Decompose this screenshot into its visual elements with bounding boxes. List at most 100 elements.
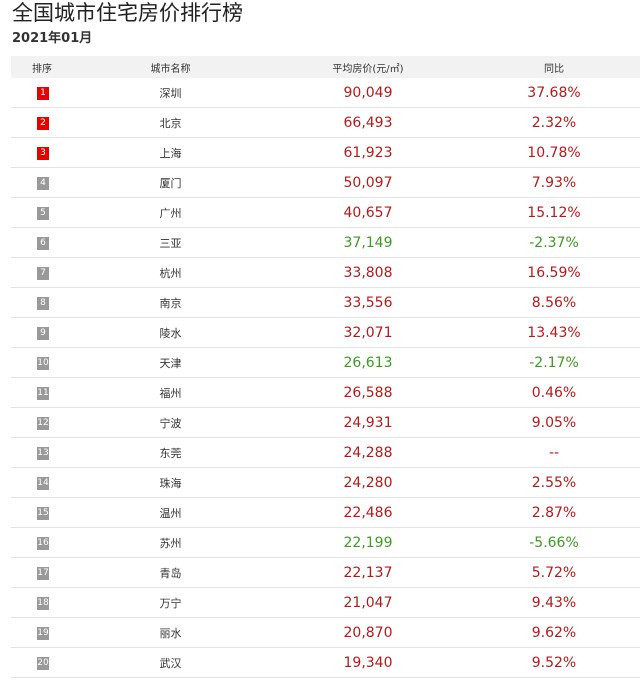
table-row: 3 上海 61,923 10.78% [11, 137, 640, 168]
rank-badge: 12 [37, 417, 49, 430]
yoy-change: 15.12% [468, 197, 640, 228]
table-row: 7 杭州 33,808 16.59% [11, 257, 640, 288]
ranking-table: 排序 城市名称 平均房价(元/㎡) 同比 1 深圳 90,049 37.68% 2 北京 6… [11, 56, 640, 678]
rank-badge: 10 [37, 357, 49, 370]
average-price: 22,199 [268, 527, 468, 558]
yoy-change: -- [468, 437, 640, 468]
rank-cell: 18 [11, 587, 73, 618]
rank-cell: 4 [11, 167, 73, 198]
page-title: 全国城市住宅房价排行榜 [12, 1, 243, 25]
table-row: 13 东莞 24,288 -- [11, 437, 640, 468]
table-row: 12 宁波 24,931 9.05% [11, 407, 640, 438]
rank-badge: 19 [37, 627, 49, 640]
table-row: 6 三亚 37,149 -2.37% [11, 227, 640, 258]
rank-cell: 19 [11, 617, 73, 648]
header-city: 城市名称 [73, 56, 268, 78]
yoy-change: 9.52% [468, 647, 640, 678]
header-change: 同比 [468, 56, 640, 78]
rank-cell: 7 [11, 257, 73, 288]
rank-cell: 13 [11, 437, 73, 468]
city-name: 万宁 [73, 587, 268, 618]
yoy-change: 2.32% [468, 107, 640, 138]
rank-badge: 20 [37, 657, 49, 670]
rank-badge: 4 [37, 177, 49, 190]
average-price: 90,049 [268, 78, 468, 108]
average-price: 50,097 [268, 167, 468, 198]
rank-cell: 2 [11, 107, 73, 138]
rank-cell: 1 [11, 78, 73, 108]
yoy-change: 5.72% [468, 557, 640, 588]
city-name: 三亚 [73, 227, 268, 258]
yoy-change: 0.46% [468, 377, 640, 408]
average-price: 40,657 [268, 197, 468, 228]
rank-badge: 7 [37, 267, 49, 280]
table-row: 14 珠海 24,280 2.55% [11, 467, 640, 498]
rank-cell: 14 [11, 467, 73, 498]
rank-cell: 11 [11, 377, 73, 408]
average-price: 32,071 [268, 317, 468, 348]
header-rank: 排序 [11, 56, 73, 78]
rank-cell: 16 [11, 527, 73, 558]
yoy-change: 2.87% [468, 497, 640, 528]
yoy-change: 9.05% [468, 407, 640, 438]
rank-badge: 13 [37, 447, 49, 460]
rank-badge: 18 [37, 597, 49, 610]
city-name: 北京 [73, 107, 268, 138]
table-row: 11 福州 26,588 0.46% [11, 377, 640, 408]
city-name: 青岛 [73, 557, 268, 588]
rank-cell: 9 [11, 317, 73, 348]
average-price: 22,486 [268, 497, 468, 528]
table-row: 17 青岛 22,137 5.72% [11, 557, 640, 588]
average-price: 24,288 [268, 437, 468, 468]
city-name: 东莞 [73, 437, 268, 468]
table-row: 10 天津 26,613 -2.17% [11, 347, 640, 378]
rank-badge: 15 [37, 507, 49, 520]
average-price: 26,613 [268, 347, 468, 378]
table-row: 16 苏州 22,199 -5.66% [11, 527, 640, 558]
city-name: 苏州 [73, 527, 268, 558]
average-price: 33,808 [268, 257, 468, 288]
average-price: 26,588 [268, 377, 468, 408]
table-row: 4 厦门 50,097 7.93% [11, 167, 640, 198]
date-subtitle: 2021年01月 [12, 31, 93, 46]
table-row: 18 万宁 21,047 9.43% [11, 587, 640, 618]
rank-badge: 9 [37, 327, 49, 340]
table-row: 19 丽水 20,870 9.62% [11, 617, 640, 648]
city-name: 南京 [73, 287, 268, 318]
table-row: 8 南京 33,556 8.56% [11, 287, 640, 318]
average-price: 20,870 [268, 617, 468, 648]
table-row: 9 陵水 32,071 13.43% [11, 317, 640, 348]
yoy-change: 8.56% [468, 287, 640, 318]
yoy-change: 13.43% [468, 317, 640, 348]
average-price: 19,340 [268, 647, 468, 678]
table-row: 20 武汉 19,340 9.52% [11, 647, 640, 678]
city-name: 陵水 [73, 317, 268, 348]
header-price: 平均房价(元/㎡) [268, 56, 468, 78]
city-name: 厦门 [73, 167, 268, 198]
rank-badge: 16 [37, 537, 49, 550]
city-name: 丽水 [73, 617, 268, 648]
average-price: 66,493 [268, 107, 468, 138]
rank-badge: 5 [37, 207, 49, 220]
rank-badge: 14 [37, 477, 49, 490]
rank-cell: 6 [11, 227, 73, 258]
yoy-change: -2.37% [468, 227, 640, 258]
rank-badge: 8 [37, 297, 49, 310]
rank-cell: 8 [11, 287, 73, 318]
rank-cell: 15 [11, 497, 73, 528]
rank-badge: 2 [37, 117, 49, 130]
average-price: 24,931 [268, 407, 468, 438]
rank-badge: 6 [37, 237, 49, 250]
yoy-change: 9.62% [468, 617, 640, 648]
city-name: 天津 [73, 347, 268, 378]
table-row: 1 深圳 90,049 37.68% [11, 78, 640, 108]
rank-cell: 17 [11, 557, 73, 588]
average-price: 24,280 [268, 467, 468, 498]
city-name: 深圳 [73, 78, 268, 108]
average-price: 61,923 [268, 137, 468, 168]
rank-badge: 3 [37, 147, 49, 160]
rank-cell: 12 [11, 407, 73, 438]
yoy-change: 2.55% [468, 467, 640, 498]
average-price: 21,047 [268, 587, 468, 618]
table-row: 15 温州 22,486 2.87% [11, 497, 640, 528]
